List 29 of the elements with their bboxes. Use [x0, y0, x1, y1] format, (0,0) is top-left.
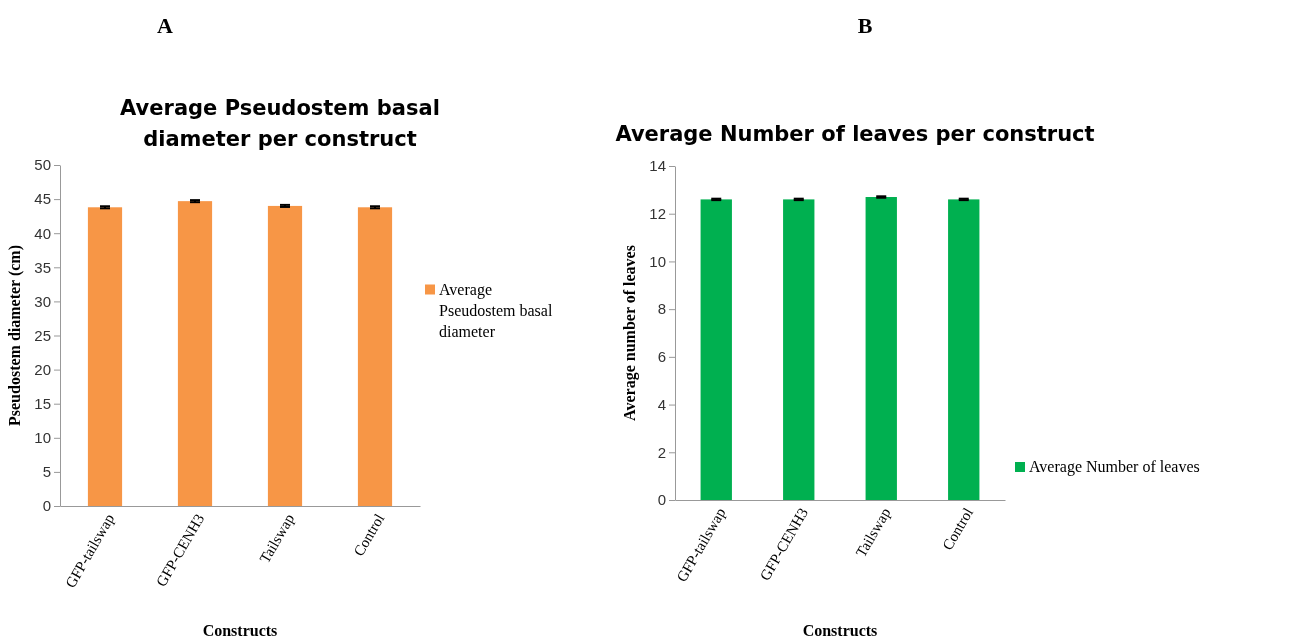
y-tick-label: 20	[34, 360, 51, 378]
chart-title: Average Pseudostem basal diameter per construct	[120, 96, 440, 151]
legend-label: Average Number of leaves	[1029, 458, 1200, 476]
y-tick-label: 45	[34, 190, 51, 208]
y-tick-label: 0	[657, 491, 666, 509]
y-tick-label: 10	[34, 429, 51, 447]
x-axis-title: Constructs	[802, 622, 878, 639]
y-tick-label: 40	[34, 224, 51, 242]
x-axis-title: Constructs	[202, 622, 278, 639]
y-tick-label: 35	[34, 258, 51, 276]
y-tick-label: 30	[34, 292, 51, 310]
y-tick-label: 4	[657, 395, 666, 413]
y-tick-label: 8	[657, 300, 666, 318]
y-tick-label: 15	[34, 395, 51, 412]
y-tick-label: 14	[649, 157, 666, 175]
y-axis-title: Pseudostem diameter (cm)	[6, 245, 24, 426]
y-tick-label: 5	[42, 463, 51, 481]
y-tick-label: 10	[649, 252, 666, 270]
y-tick-label: 0	[42, 497, 51, 515]
text: A	[157, 13, 174, 38]
y-tick-label: 25	[34, 326, 51, 344]
y-axis-title: Average number of leaves	[621, 245, 639, 421]
y-tick-label: 50	[34, 156, 51, 174]
text: B	[857, 13, 873, 38]
y-tick-label: 2	[657, 443, 666, 461]
y-tick-label: 6	[657, 348, 666, 366]
legend-label: Average Pseudostem basal diameter	[439, 280, 553, 340]
y-tick-label: 12	[649, 205, 666, 223]
chart-title: Average Number of leaves per construct	[615, 122, 1095, 146]
